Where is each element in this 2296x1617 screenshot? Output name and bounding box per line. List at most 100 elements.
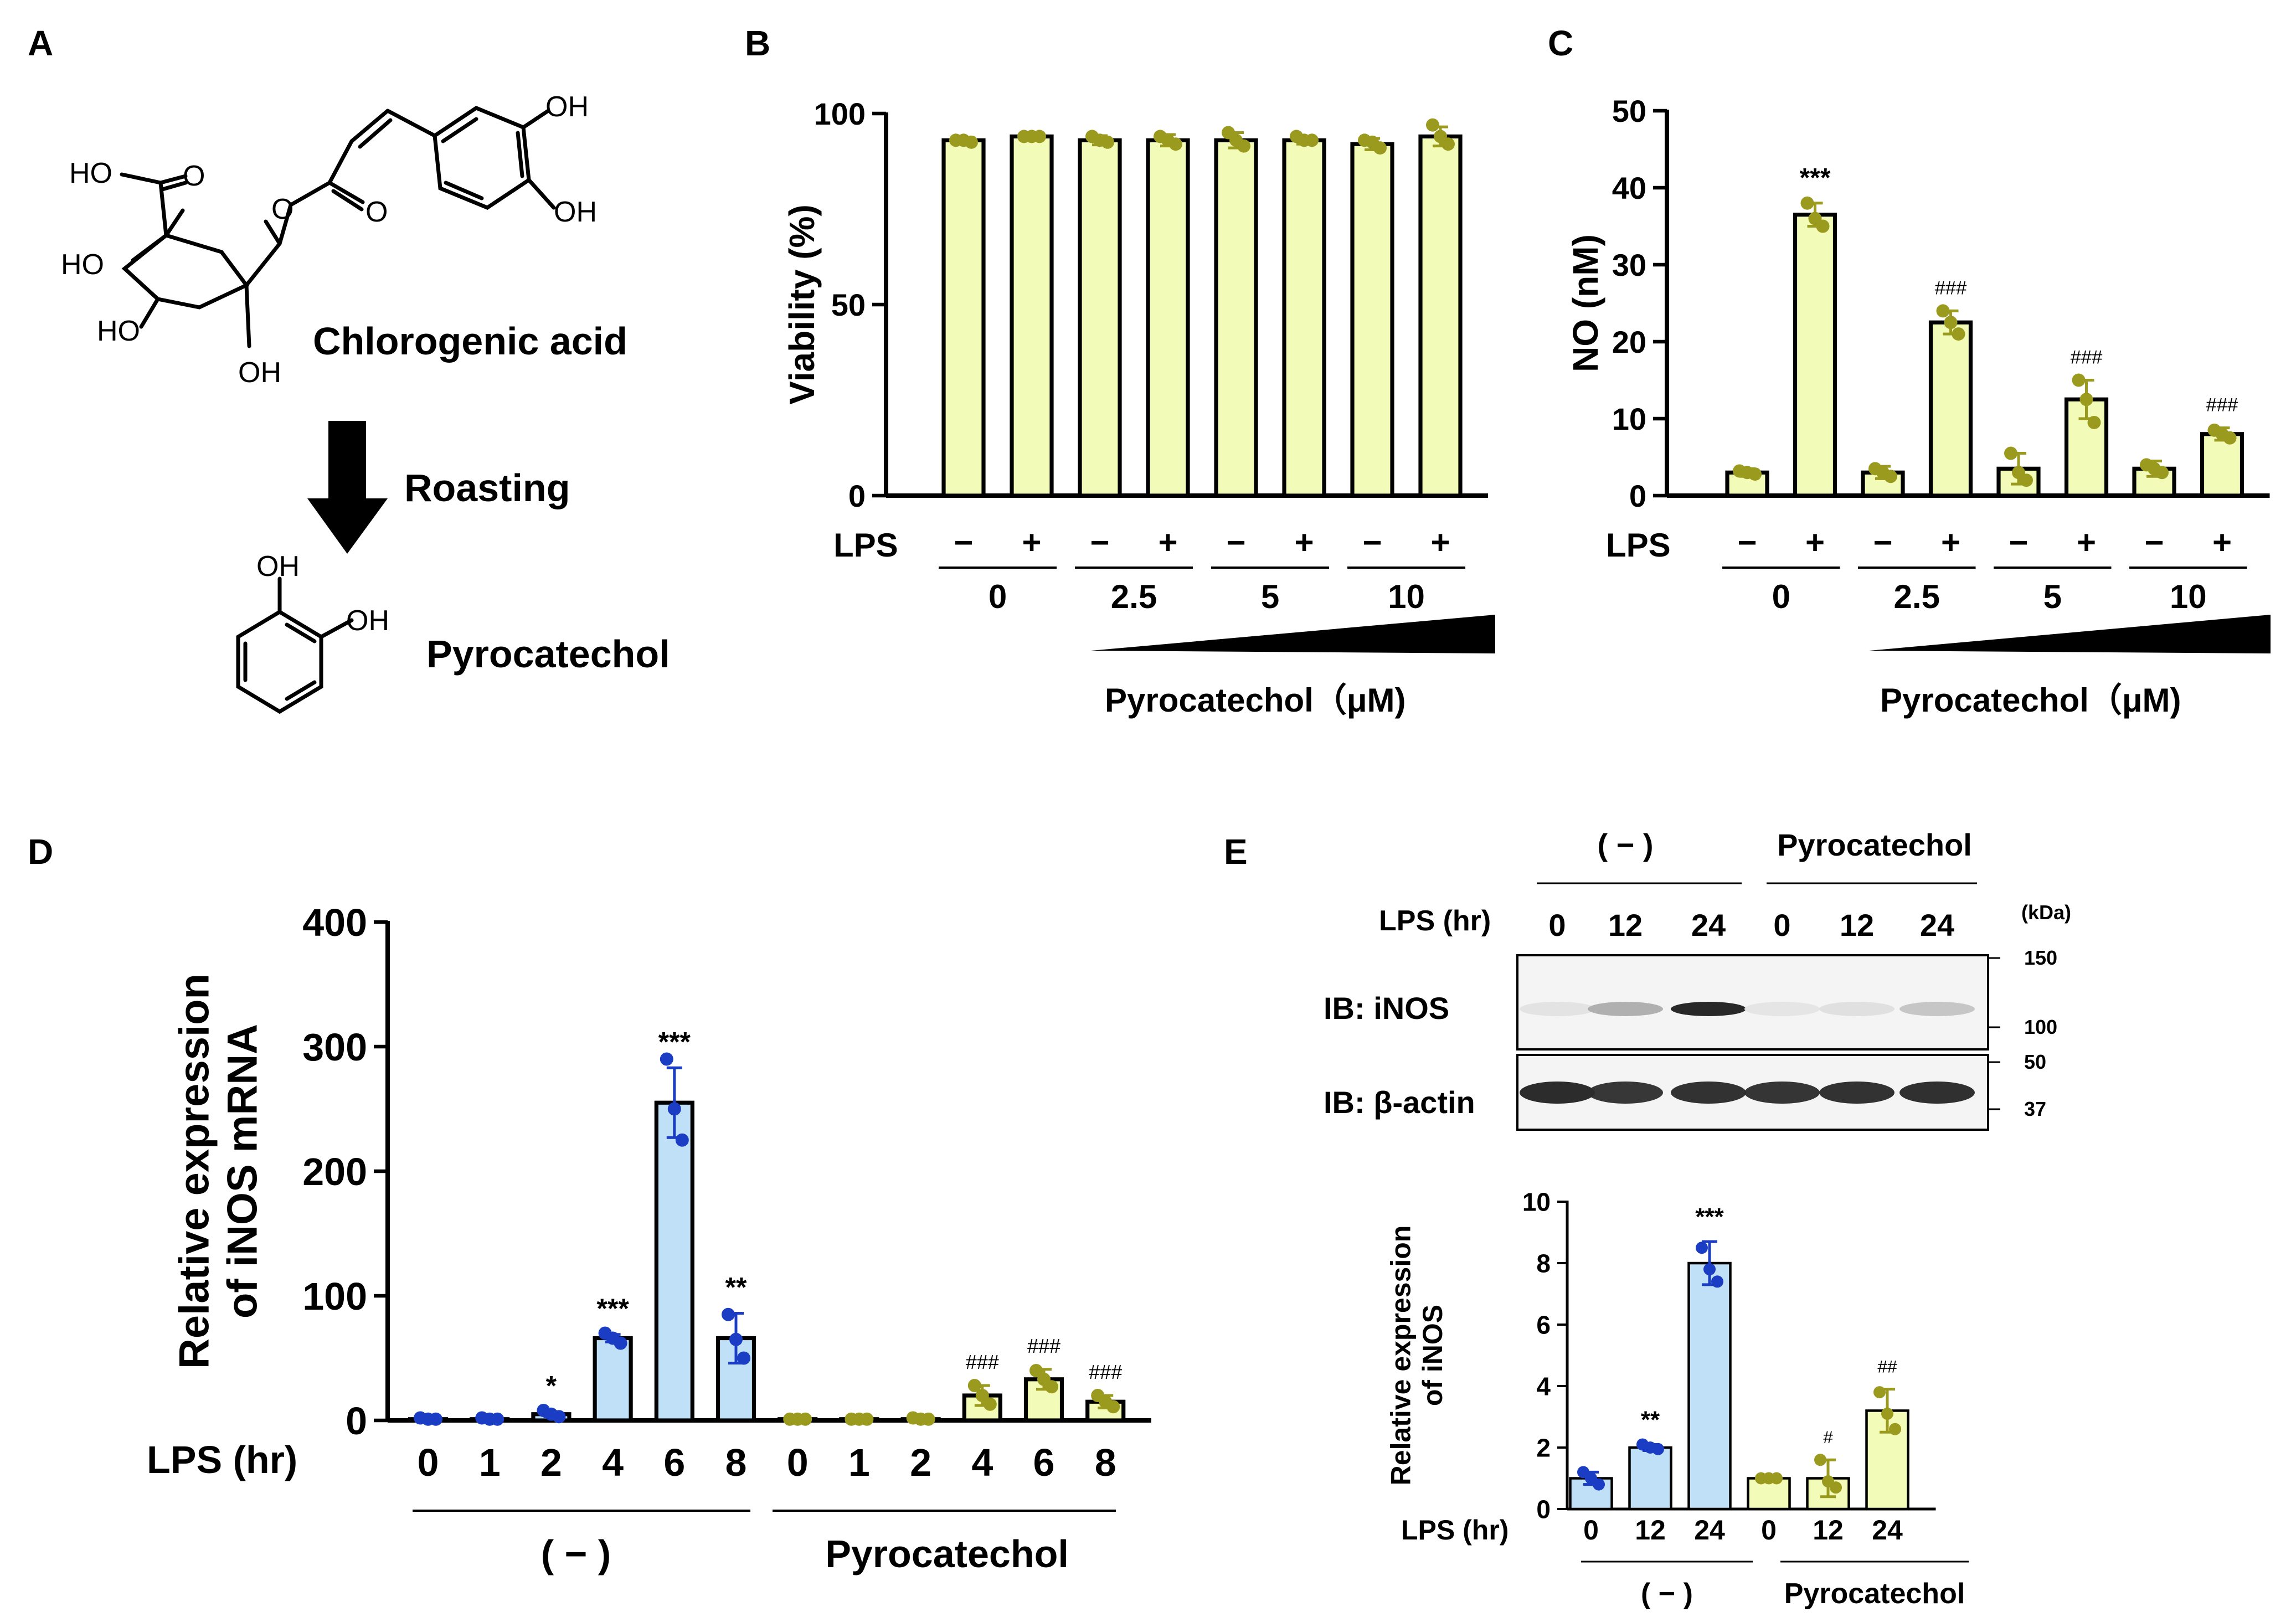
bar	[1010, 134, 1054, 498]
bar	[1628, 1446, 1672, 1511]
data-point	[1045, 1380, 1058, 1394]
bar	[654, 1100, 694, 1423]
blot-lane-label: 0	[1548, 908, 1566, 943]
data-point	[1593, 1478, 1605, 1491]
y-tick-label: 100	[302, 1275, 367, 1318]
blot-band	[1520, 1002, 1595, 1016]
dose-label: 2.5	[1111, 578, 1157, 615]
blot-lps-label: LPS (hr)	[1379, 905, 1491, 937]
pyrocatechol-substituents: OH OH	[256, 550, 389, 637]
data-point	[737, 1351, 750, 1365]
lps-sign: −	[1873, 524, 1892, 561]
dose-label: 0	[989, 578, 1007, 615]
data-point	[552, 1410, 566, 1424]
panel-label-c: C	[1548, 23, 1573, 63]
significance-label: **	[725, 1272, 747, 1303]
blot-band	[1671, 1002, 1746, 1016]
y-tick-label: 6	[1536, 1311, 1551, 1340]
data-point	[660, 1052, 673, 1066]
group-label: ( − )	[1641, 1578, 1693, 1610]
lps-sign: +	[1294, 524, 1314, 561]
significance-label: ###	[1089, 1361, 1122, 1383]
data-point	[1770, 1472, 1783, 1485]
x-tick-label: 6	[663, 1441, 685, 1484]
y-tick-label: 4	[1536, 1372, 1551, 1401]
data-point	[922, 1412, 935, 1426]
y-axis-label: Relative expression	[171, 974, 218, 1369]
x-tick-label: 0	[787, 1441, 809, 1484]
data-point	[1029, 1364, 1043, 1377]
blot-band	[1671, 1082, 1746, 1104]
y-tick-label: 400	[302, 901, 367, 944]
data-point	[860, 1412, 874, 1426]
bar	[1214, 138, 1258, 498]
data-point	[614, 1336, 627, 1350]
lps-sign: −	[1362, 524, 1382, 561]
significance-label: ***	[1799, 163, 1830, 193]
panel-a: A	[28, 23, 670, 714]
data-point	[965, 135, 978, 149]
panel-b: B 0 50 100 Viability (%) LPS − + − + − + − + 0 2.5 5…	[745, 23, 1495, 719]
blot-band	[1744, 1002, 1820, 1016]
group-label: Pyrocatechol	[825, 1532, 1069, 1575]
data-point	[1373, 141, 1387, 155]
roasting-label: Roasting	[404, 466, 570, 509]
panel-label-d: D	[28, 832, 53, 872]
x-tick-label: 4	[971, 1441, 993, 1484]
blot-band	[1819, 1002, 1895, 1016]
panel-label-a: A	[28, 23, 53, 63]
data-point	[2004, 446, 2017, 460]
blot-band	[1744, 1082, 1820, 1104]
data-point	[675, 1133, 689, 1147]
lps-sign: +	[1430, 524, 1450, 561]
bar	[1146, 138, 1190, 498]
y-axis-label: Relative expression	[1385, 1225, 1416, 1486]
bar	[1687, 1261, 1732, 1511]
substituent-label: OH	[238, 357, 281, 389]
dose-label: 10	[2170, 578, 2207, 615]
bar	[941, 138, 986, 498]
data-point	[1936, 304, 1950, 318]
data-point	[1696, 1242, 1708, 1254]
dose-label: 5	[2043, 578, 2062, 615]
pyrocatechol-name: Pyrocatechol	[426, 632, 670, 676]
lps-label: LPS (hr)	[147, 1438, 297, 1481]
data-point	[1952, 327, 1965, 341]
significance-label: ##	[1877, 1357, 1897, 1377]
blot-row-label: IB: iNOS	[1324, 991, 1449, 1026]
significance-label: **	[1641, 1406, 1660, 1433]
x-tick-label: 6	[1033, 1441, 1055, 1484]
data-point	[722, 1307, 735, 1321]
lps-sign: +	[1158, 524, 1177, 561]
dose-wedge	[1869, 615, 2271, 653]
blot-lane-label: 24	[1920, 908, 1954, 943]
blot-lane-label: 24	[1691, 908, 1726, 943]
y-tick-label: 50	[1612, 94, 1646, 128]
x-tick-label: 24	[1694, 1515, 1725, 1546]
pyrocatechol-structure	[236, 576, 354, 714]
lps-sign: +	[1805, 524, 1825, 561]
x-tick-label: 1	[848, 1441, 870, 1484]
lps-sign: −	[1090, 524, 1109, 561]
blot-band	[1520, 1082, 1595, 1104]
data-point	[2072, 373, 2086, 387]
blot-band	[1819, 1082, 1895, 1104]
panel-e: E ( − ) Pyrocatechol LPS (hr) 0 12 24 0 12 24…	[1224, 827, 2071, 1610]
dose-label: 0	[1772, 578, 1790, 615]
blot-lane-label: 12	[1608, 908, 1643, 943]
bar	[2200, 432, 2244, 498]
lps-sign: −	[2144, 524, 2164, 561]
data-point	[1889, 1423, 1901, 1435]
lps-sign: −	[1226, 524, 1245, 561]
x-tick-label: 4	[602, 1441, 624, 1484]
y-tick-label: 10	[1612, 401, 1646, 436]
y-tick-label: 40	[1612, 171, 1646, 205]
bar	[1418, 134, 1463, 498]
data-point	[1305, 133, 1319, 147]
y-axis-label: Viability (%)	[782, 204, 822, 405]
panel-label-e: E	[1224, 832, 1248, 872]
y-tick-label: 10	[1522, 1188, 1551, 1217]
data-point	[729, 1332, 743, 1346]
